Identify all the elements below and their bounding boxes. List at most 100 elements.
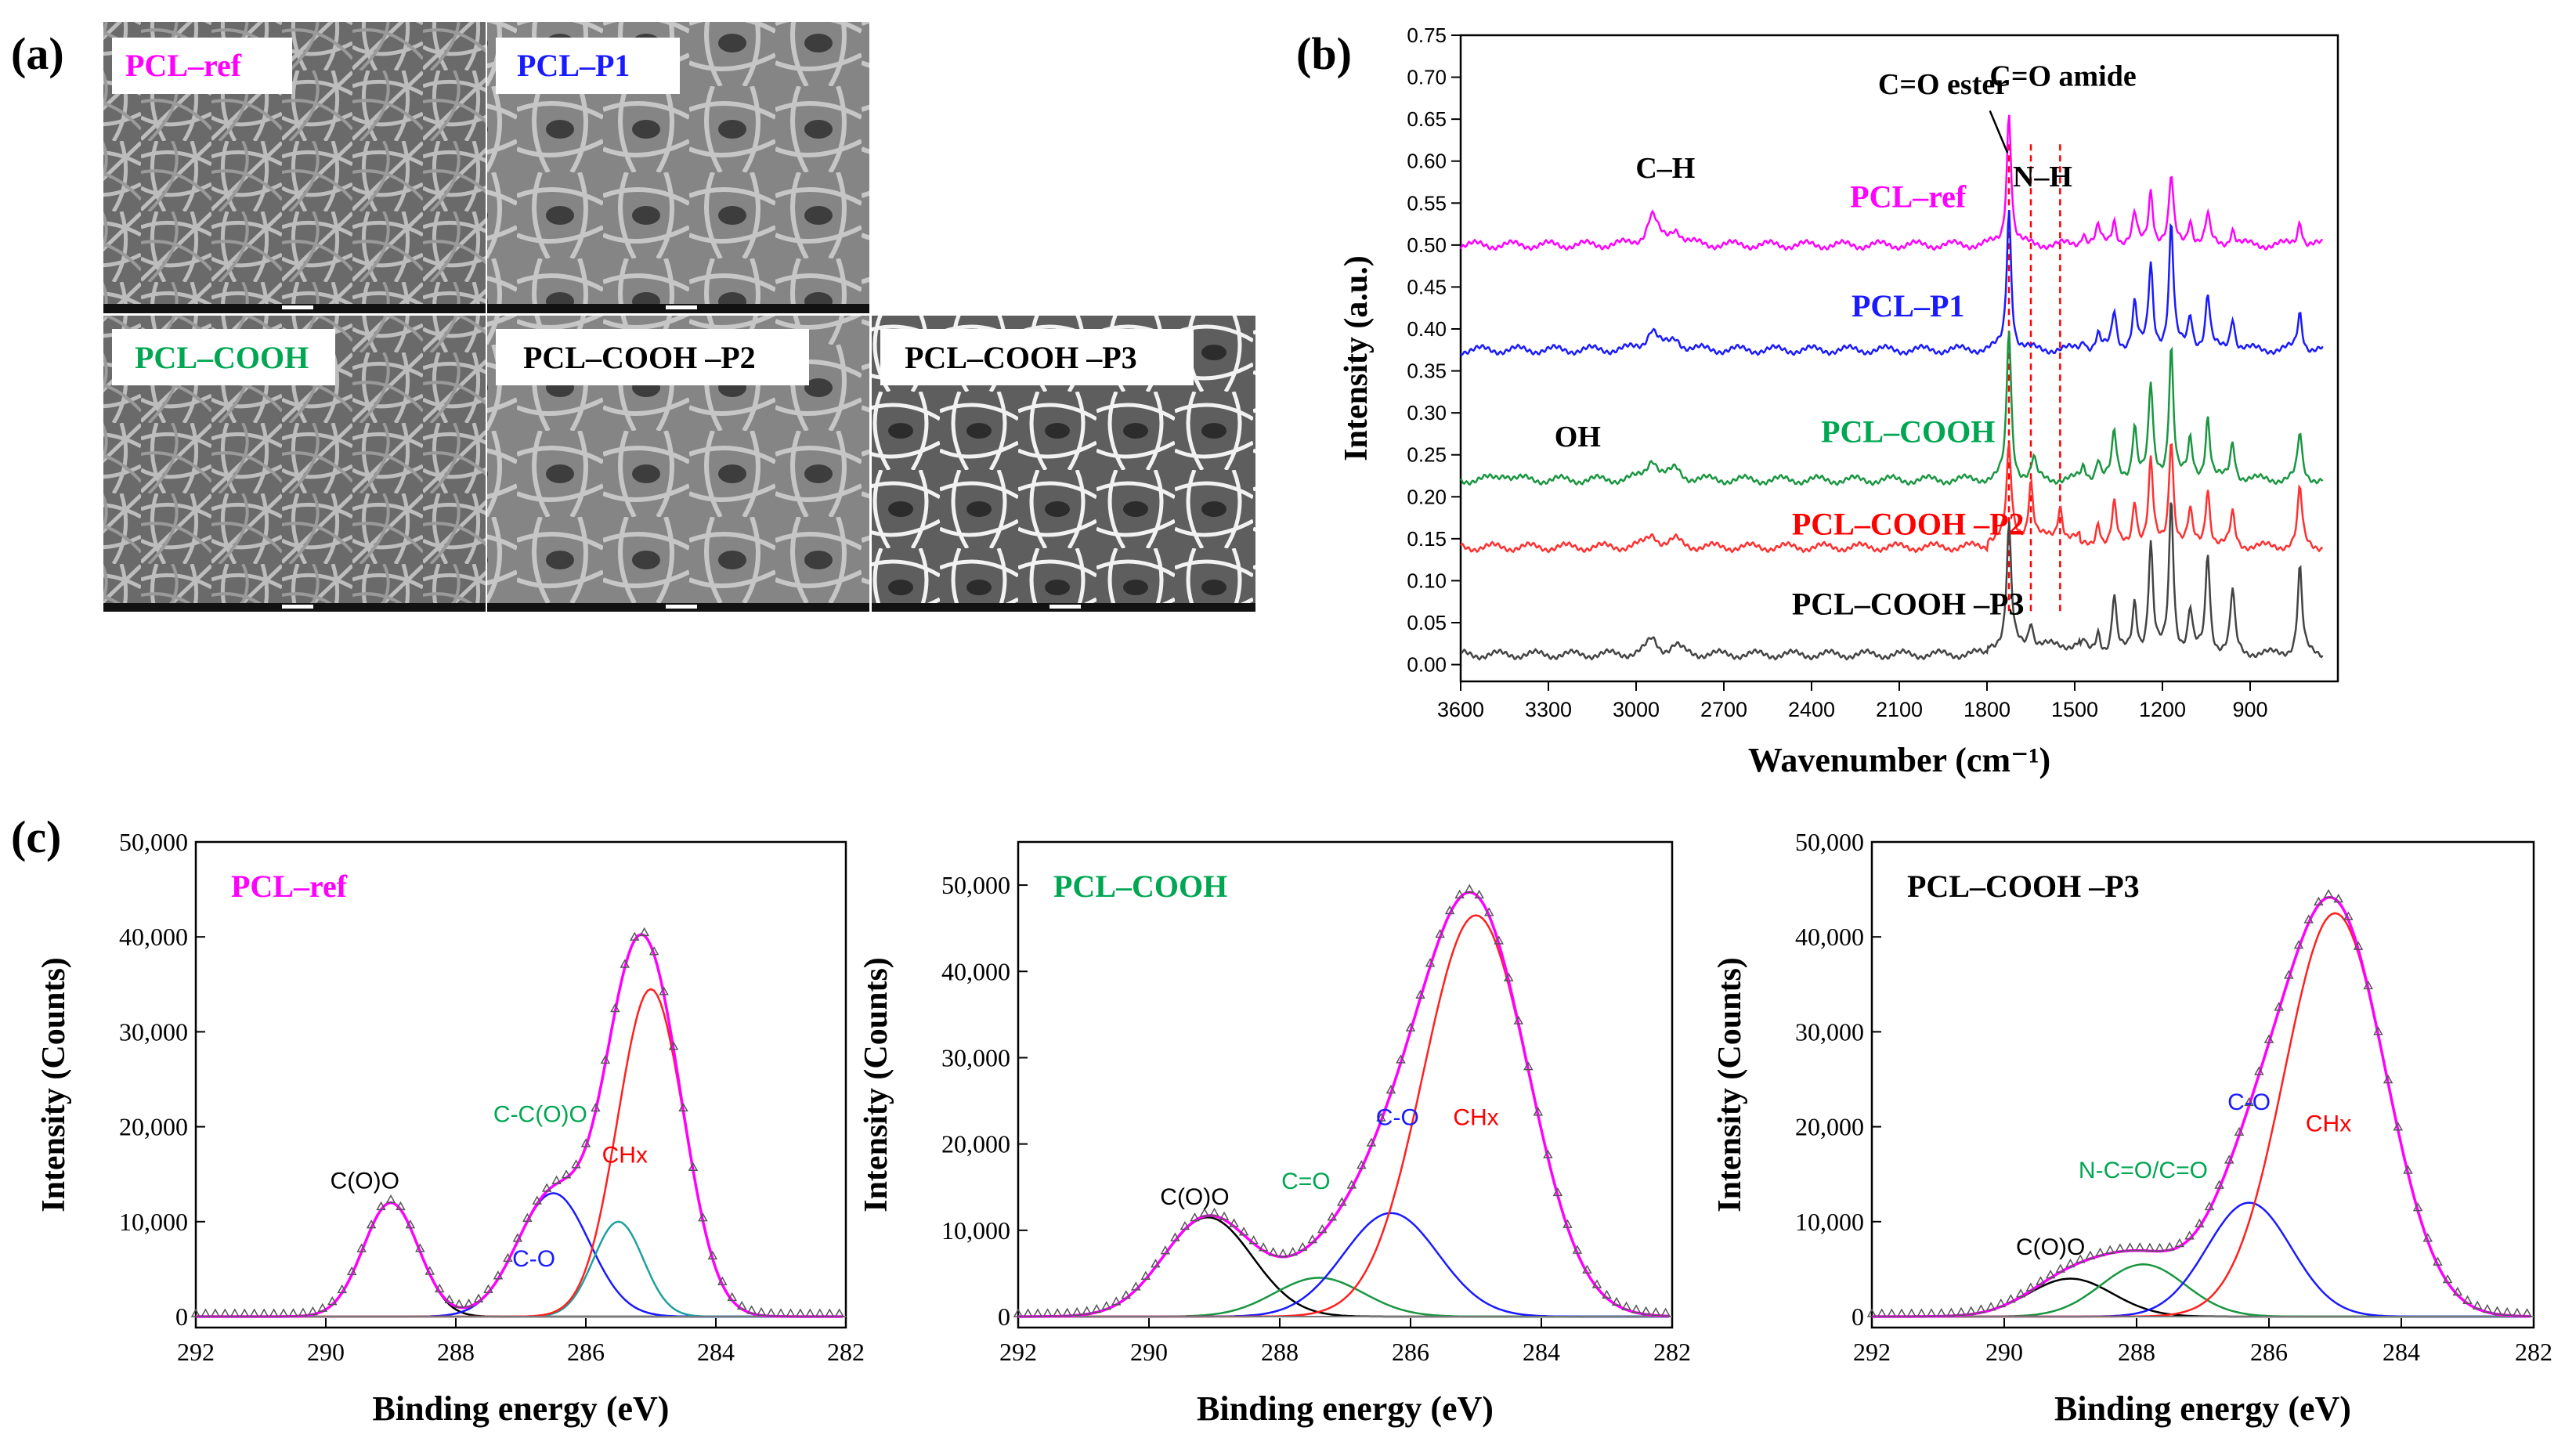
xps-data-point: [1131, 1281, 1141, 1291]
xps-data-point: [1591, 1279, 1602, 1288]
xps-peak-label-c-c-o-o: C-C(O)O: [493, 1102, 587, 1128]
panel-label-a: (a): [11, 28, 64, 79]
ftir-series-label-pcl-p1: PCL–P1: [1851, 288, 1964, 323]
xps-data-point: [453, 1299, 464, 1308]
xps-data-point: [1956, 1306, 1967, 1317]
ftir-y-tick-label: 0.45: [1407, 275, 1447, 298]
xps-data-point: [2055, 1263, 2066, 1273]
xps-data-point: [532, 1195, 543, 1205]
xps-data-point: [1621, 1301, 1631, 1310]
xps-data-point: [834, 1308, 844, 1317]
xps-data-point: [717, 1276, 728, 1286]
xps-data-point: [2462, 1295, 2473, 1304]
xps-x-tick-label: 284: [1523, 1338, 1560, 1366]
xps-y-tick-label: 0: [998, 1302, 1010, 1331]
xps-data-point: [376, 1201, 386, 1211]
xps-data-point: [220, 1308, 230, 1317]
xps-data-point: [1917, 1308, 1927, 1317]
xps-data-point: [591, 1102, 601, 1112]
xps-y-tick-label: 40,000: [119, 923, 188, 951]
xps-data-point: [2303, 914, 2314, 923]
xps-x-tick-label: 284: [697, 1338, 735, 1366]
xps-x-tick-label: 288: [1261, 1338, 1299, 1366]
xps-data-point: [620, 959, 630, 968]
xps-data-point: [2174, 1237, 2185, 1248]
xps-data-point: [1170, 1232, 1180, 1241]
xps-component-c-o: [1018, 1212, 1669, 1318]
xps-data-point: [239, 1308, 250, 1317]
xps-data-point: [1996, 1298, 2007, 1308]
ftir-series-label-pcl-ref: PCL–ref: [1850, 179, 1967, 215]
xps-data-point: [337, 1284, 348, 1294]
xps-data-point: [1346, 1180, 1357, 1189]
xps-data-point: [668, 1041, 679, 1050]
xps-data-point: [1385, 1084, 1396, 1094]
ftir-x-tick-label: 2100: [1876, 698, 1923, 721]
xps-peak-label-c-o: C-O: [2227, 1089, 2271, 1115]
xps-data-point: [346, 1266, 357, 1276]
xps-component-c-o-o: [1018, 1216, 1669, 1318]
xps-data-point: [473, 1293, 484, 1302]
xps-data-point: [815, 1308, 825, 1317]
xps-data-point: [1101, 1301, 1111, 1310]
xps-data-point: [1405, 1022, 1416, 1031]
ftir-y-tick-label: 0.15: [1407, 527, 1447, 551]
xps-data-point: [1631, 1304, 1642, 1313]
ftir-annotation-c-h: C–H: [1635, 152, 1695, 185]
xps-y-tick-label: 20,000: [941, 1130, 1010, 1158]
xps-x-tick-label: 282: [827, 1338, 865, 1366]
xps-data-point: [1602, 1289, 1612, 1299]
xps-data-point: [2492, 1306, 2502, 1315]
xps-y-tick-label: 20,000: [119, 1113, 188, 1141]
xps-data-point: [2284, 970, 2294, 979]
xps-data-point: [2263, 1034, 2274, 1043]
xps-data-point: [327, 1296, 338, 1306]
xps-data-point: [1238, 1227, 1249, 1236]
xps-data-point: [258, 1308, 269, 1317]
xps-y-tick-label: 30,000: [941, 1043, 1010, 1071]
xps-y-tick-label: 40,000: [1795, 923, 1864, 951]
xps-data-point: [805, 1308, 815, 1317]
xps-data-point: [1650, 1306, 1661, 1317]
xps-peak-label-c-o-o: C(O)O: [331, 1168, 399, 1194]
xps-envelope-fit: [1872, 895, 2531, 1318]
xps-data-point: [298, 1307, 309, 1317]
xps-data-point: [1936, 1308, 1947, 1317]
xps-data-point: [2224, 1154, 2234, 1164]
ftir-series-pcl-p1: [1460, 209, 2324, 356]
xps-x-tick-label: 290: [307, 1338, 345, 1366]
xps-y-tick-label: 40,000: [941, 957, 1010, 985]
ftir-y-tick-label: 0.40: [1407, 317, 1447, 341]
xps-y-tick-label: 50,000: [119, 828, 188, 856]
ftir-y-tick-label: 0.35: [1407, 359, 1447, 383]
xps-x-tick-label: 290: [1985, 1338, 2023, 1366]
sem-image-pcl-ref: PCL–ref: [103, 22, 486, 313]
xps-data-point: [1209, 1207, 1219, 1217]
ftir-annotation-n-h: N–H: [2013, 161, 2072, 193]
xps-plot-frame: [194, 840, 847, 1329]
xps-peak-label-c-o: C=O: [1281, 1169, 1331, 1194]
ftir-x-tick-label: 2400: [1788, 698, 1835, 721]
xps-data-point: [2214, 1180, 2224, 1189]
xps-data-point: [824, 1308, 835, 1317]
xps-data-point: [648, 946, 659, 956]
xps-data-point: [1660, 1307, 1671, 1317]
xps-data-point: [688, 1162, 699, 1171]
panel-label-b: (b): [1296, 28, 1352, 79]
sem-label-pcl-cooh-p3: PCL–COOH –P3: [905, 340, 1137, 375]
ftir-ester-arrow: [1989, 110, 2009, 154]
xps-x-axis-title: Binding energy (eV): [373, 1389, 670, 1428]
sem-image-pcl-p1: PCL–P1: [487, 22, 869, 313]
xps-x-tick-label: 286: [1392, 1338, 1429, 1366]
sem-label-pcl-p1: PCL–P1: [517, 48, 630, 83]
xps-data-point: [2104, 1245, 2115, 1254]
xps-data-point: [1533, 1107, 1544, 1116]
ftir-y-tick-label: 0.65: [1407, 107, 1447, 131]
xps-data-point: [434, 1283, 445, 1293]
xps-data-point: [385, 1194, 396, 1204]
xps-data-point: [1474, 890, 1484, 899]
xps-x-tick-label: 288: [437, 1338, 475, 1366]
xps-data-point: [2234, 1126, 2245, 1136]
xps-data-point: [405, 1219, 416, 1229]
